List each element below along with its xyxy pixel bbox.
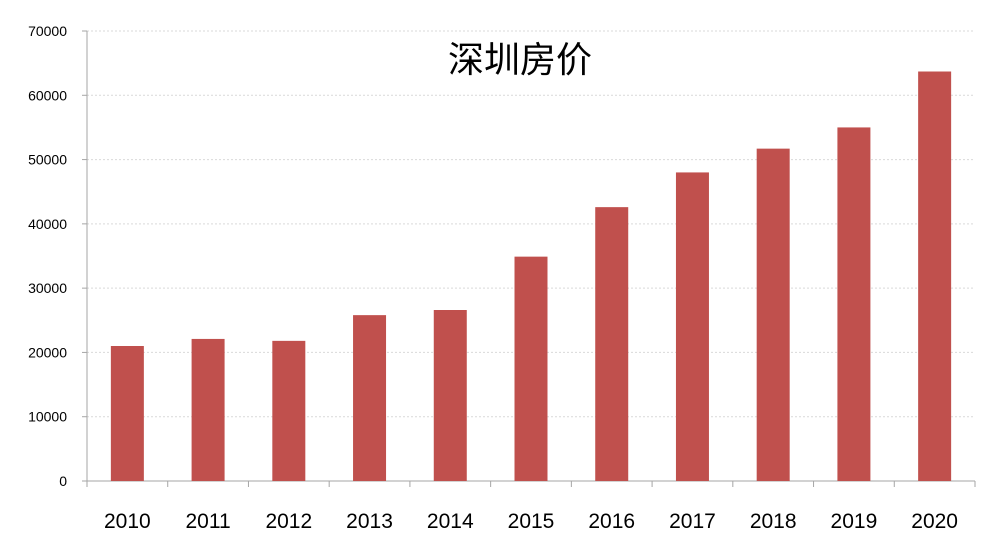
x-tick-label: 2011 [186,510,231,533]
x-tick-label: 2015 [508,510,555,533]
y-tick-label: 50000 [28,152,67,168]
bar-2016 [595,207,629,481]
y-tick-label: 70000 [28,23,67,39]
bar-2015 [514,256,548,481]
bar-2018 [756,148,790,481]
x-tick-label: 2010 [104,510,151,533]
bar-2011 [191,338,225,481]
x-tick-label: 2012 [265,510,312,533]
bar-2019 [837,127,871,481]
y-tick-label: 30000 [28,280,67,296]
chart-title: 深圳房价 [448,40,592,81]
x-tick-label: 2017 [669,510,716,533]
bar-2017 [675,172,709,481]
y-tick-label: 0 [59,473,67,489]
x-tick-label: 2019 [831,510,878,533]
bar-2012 [272,340,306,481]
y-tick-label: 20000 [28,344,67,360]
y-tick-label: 60000 [28,87,67,103]
bars [110,71,952,481]
y-tick-labels: 0 10000 20000 30000 40000 50000 60000 70000 [28,23,87,489]
bar-2020 [918,71,952,481]
bar-2014 [433,310,467,481]
y-tick-label: 40000 [28,216,67,232]
bar-2010 [110,346,144,481]
bar-2013 [353,315,387,481]
x-tick-labels: 2010 2011 2012 2013 2014 2015 2016 2017 2018 2019… [86,481,976,533]
x-tick-label: 2020 [911,510,958,533]
y-tick-label: 10000 [28,409,67,425]
x-tick-label: 2014 [427,510,474,533]
x-tick-label: 2016 [588,510,635,533]
x-tick-label: 2018 [750,510,797,533]
x-tick-label: 2013 [346,510,393,533]
